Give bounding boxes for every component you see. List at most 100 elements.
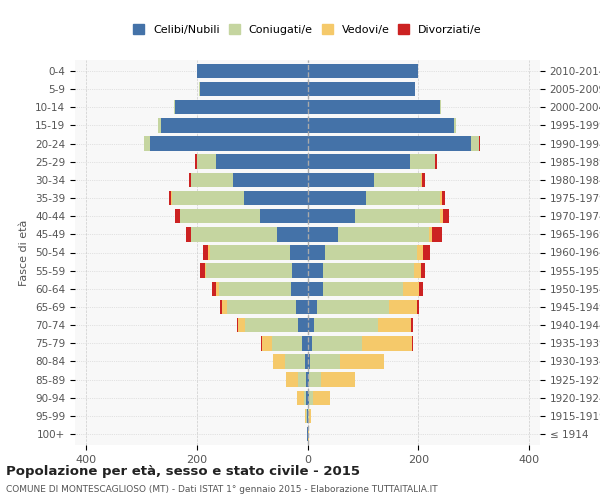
Bar <box>297 390 304 405</box>
Bar <box>197 154 216 169</box>
Legend: Celibi/Nubili, Coniugati/e, Vedovi/e, Divorziati/e: Celibi/Nubili, Coniugati/e, Vedovi/e, Di… <box>128 20 487 39</box>
Bar <box>479 136 480 151</box>
Bar <box>161 118 308 132</box>
Bar <box>175 209 179 224</box>
Bar <box>244 191 308 206</box>
Bar <box>308 172 374 187</box>
Bar <box>291 282 308 296</box>
Bar <box>312 336 362 350</box>
Bar <box>454 118 457 132</box>
Bar <box>206 264 292 278</box>
Bar <box>378 318 411 332</box>
Bar <box>237 318 238 332</box>
Bar <box>308 372 309 387</box>
Bar <box>298 372 306 387</box>
Bar <box>308 318 314 332</box>
Bar <box>308 154 410 169</box>
Bar <box>221 300 227 314</box>
Bar <box>216 154 308 169</box>
Bar <box>421 264 425 278</box>
Bar <box>150 136 308 151</box>
Bar <box>308 336 312 350</box>
Bar <box>440 191 442 206</box>
Bar <box>186 227 191 242</box>
Bar <box>220 300 221 314</box>
Bar <box>169 191 172 206</box>
Bar <box>175 100 308 114</box>
Bar <box>191 172 233 187</box>
Bar <box>338 227 429 242</box>
Bar <box>423 245 430 260</box>
Bar <box>308 118 454 132</box>
Bar <box>158 118 161 132</box>
Bar <box>313 390 329 405</box>
Bar <box>355 209 440 224</box>
Bar <box>304 390 307 405</box>
Bar <box>180 209 260 224</box>
Bar <box>191 227 277 242</box>
Bar <box>317 300 389 314</box>
Bar <box>443 209 449 224</box>
Bar <box>374 172 421 187</box>
Bar <box>260 209 308 224</box>
Bar <box>189 172 191 187</box>
Bar <box>302 336 308 350</box>
Bar <box>212 282 216 296</box>
Bar <box>277 227 308 242</box>
Text: COMUNE DI MONTESCAGLIOSO (MT) - Dati ISTAT 1° gennaio 2015 - Elaborazione TUTTAI: COMUNE DI MONTESCAGLIOSO (MT) - Dati IST… <box>6 485 437 494</box>
Bar <box>308 264 323 278</box>
Bar <box>314 318 378 332</box>
Bar <box>205 264 206 278</box>
Bar <box>422 172 425 187</box>
Bar <box>262 336 272 350</box>
Bar <box>272 336 302 350</box>
Bar <box>419 282 423 296</box>
Bar <box>307 390 308 405</box>
Bar <box>200 264 205 278</box>
Bar <box>308 227 338 242</box>
Bar <box>389 300 417 314</box>
Bar <box>442 191 445 206</box>
Bar <box>290 245 308 260</box>
Bar <box>340 354 385 368</box>
Bar <box>411 318 413 332</box>
Y-axis label: Fasce di età: Fasce di età <box>19 220 29 286</box>
Text: Popolazione per età, sesso e stato civile - 2015: Popolazione per età, sesso e stato civil… <box>6 465 360 478</box>
Bar <box>296 300 308 314</box>
Bar <box>197 64 308 78</box>
Bar <box>471 136 479 151</box>
Bar <box>286 354 305 368</box>
Bar <box>209 245 290 260</box>
Bar <box>410 154 435 169</box>
Bar <box>200 82 308 96</box>
Bar <box>309 372 322 387</box>
Bar <box>308 136 471 151</box>
Bar <box>305 354 308 368</box>
Bar <box>308 354 310 368</box>
Bar <box>412 336 413 350</box>
Bar <box>308 100 440 114</box>
Bar <box>286 372 298 387</box>
Bar <box>195 154 197 169</box>
Bar <box>323 264 415 278</box>
Bar <box>308 282 323 296</box>
Bar <box>415 264 421 278</box>
Bar <box>208 245 209 260</box>
Bar <box>308 191 365 206</box>
Bar <box>298 318 308 332</box>
Bar <box>173 100 175 114</box>
Bar <box>219 282 291 296</box>
Bar <box>416 245 423 260</box>
Bar <box>421 172 422 187</box>
Bar <box>308 64 418 78</box>
Bar <box>403 282 419 296</box>
Bar <box>308 82 415 96</box>
Bar <box>436 154 437 169</box>
Bar <box>429 227 432 242</box>
Bar <box>238 318 245 332</box>
Bar <box>292 264 308 278</box>
Bar <box>432 227 442 242</box>
Bar <box>273 354 286 368</box>
Bar <box>172 191 244 206</box>
Bar <box>203 245 208 260</box>
